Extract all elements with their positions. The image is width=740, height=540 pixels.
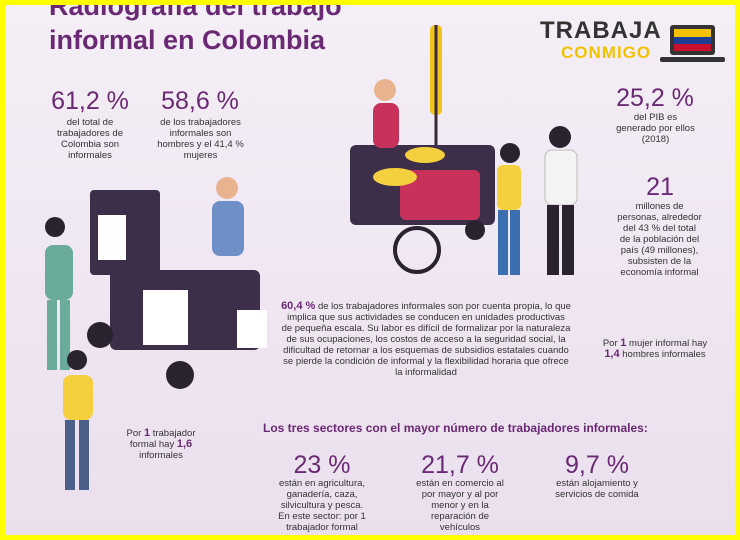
- ratio-text: informales: [139, 450, 183, 461]
- stat-number: 21: [646, 173, 674, 201]
- paragraph: 60,4 % de los trabajadores informales so…: [281, 300, 571, 379]
- stat-text: del PIB es generado por ellos (2018): [616, 112, 695, 145]
- paragraph-text: de los trabajadores informales son por c…: [281, 301, 571, 378]
- stat-number: 25,2 %: [616, 84, 694, 112]
- highlight: 60,4 %: [281, 300, 316, 312]
- ratio: Por 1 trabajador formal hay 1,6 informal…: [117, 427, 205, 462]
- logo-text: CONMIGO: [561, 43, 652, 62]
- sectors-heading: Los tres sectores con el mayor número de…: [263, 421, 648, 435]
- ratio-text: mujer informal hay: [629, 338, 708, 349]
- sector-text: están en comercio al por mayor y al por …: [416, 478, 504, 540]
- ratio-number: 1,4: [604, 348, 620, 360]
- sector-text: están alojamiento y servicios de comida: [555, 478, 639, 500]
- ratio-text: Por: [126, 428, 142, 439]
- ratio-text: Por: [602, 338, 618, 349]
- ratio-text: hombres informales: [622, 349, 706, 360]
- ratio-number: 1: [143, 427, 151, 439]
- stat-number: 58,6 %: [161, 87, 239, 115]
- ratio-number: 1: [620, 337, 627, 349]
- title-line: Radiografía del trabajo: [49, 0, 342, 21]
- stat-text: del total de trabajadores de Colombia so…: [56, 117, 124, 161]
- illustrations: [45, 25, 725, 490]
- stat-number: 61,2 %: [51, 87, 129, 115]
- sector-number: 9,7 %: [565, 451, 629, 479]
- stat-text: de los trabajadores informales son hombr…: [157, 117, 244, 161]
- logo-text: TRABAJA: [540, 17, 662, 44]
- sector-text: están en agricultura, ganadería, caza, s…: [278, 478, 366, 533]
- ratio-number: 1,6: [176, 438, 193, 450]
- stat-text: millones de personas, alrededor del 43 %…: [617, 201, 702, 278]
- title-line: informal en Colombia: [49, 25, 326, 55]
- sector-number: 21,7 %: [421, 451, 499, 479]
- sector-number: 23 %: [293, 451, 351, 479]
- ratio-text: trabajador formal hay: [129, 428, 196, 450]
- ratio: Por 1 mujer informal hay 1,4 hombres inf…: [600, 337, 710, 361]
